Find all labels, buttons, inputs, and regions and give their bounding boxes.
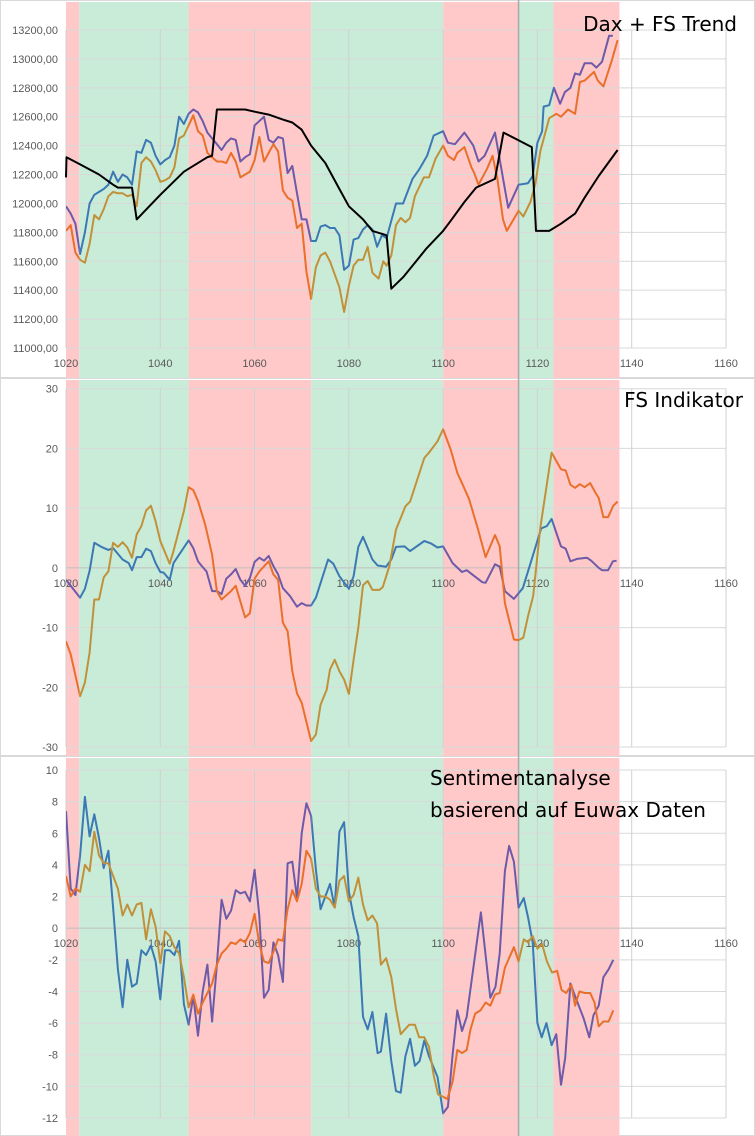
zone-band-red [443, 2, 519, 378]
x-tick-label: 1100 [431, 578, 455, 590]
y-tick-label: 12600,00 [12, 112, 58, 124]
x-tick-label: 1040 [148, 578, 172, 590]
x-tick-label: 1020 [54, 938, 78, 950]
y-tick-label: 12200,00 [12, 170, 58, 182]
zone-band-red [553, 758, 620, 1136]
y-tick-label: 12000,00 [12, 198, 58, 210]
x-tick-label: 1140 [620, 938, 644, 950]
x-tick-label: 1120 [526, 578, 550, 590]
x-tick-label: 1060 [242, 358, 266, 370]
y-tick-label: 0 [52, 563, 58, 575]
y-tick-label: 11600,00 [13, 256, 58, 268]
y-tick-label: 20 [46, 443, 58, 455]
y-tick-label: -12 [42, 1113, 58, 1125]
y-tick-label: 11200,00 [13, 314, 58, 326]
y-tick-label: 13200,00 [12, 25, 58, 37]
y-tick-label: 10 [46, 503, 58, 515]
series-line-1-green-zone [79, 428, 554, 742]
x-tick-label: 1080 [337, 358, 361, 370]
zone-band-red [66, 2, 80, 378]
x-tick-label: 1020 [54, 578, 78, 590]
x-tick-label: 1160 [714, 578, 738, 590]
x-tick-label: 1160 [714, 938, 738, 950]
panel-dax-fs-trend: 13200,00 13000,00 12800,00 12600,00 12400,00… [0, 0, 755, 378]
y-tick-label: -8 [48, 1050, 58, 1062]
y-tick-label: -10 [42, 623, 58, 635]
zone-band-red [443, 758, 519, 1136]
y-tick-label: -30 [42, 742, 58, 754]
y-tick-label: 11000,00 [13, 343, 58, 355]
series-line-trend [65, 108, 619, 290]
y-tick-label: 6 [52, 828, 58, 840]
x-tick-label: 1100 [431, 358, 455, 370]
x-tick-label: 1120 [526, 358, 550, 370]
zone-band-red [553, 2, 620, 378]
y-tick-label: 2 [52, 892, 58, 904]
chart-subtitle-sentimentanalyse: basierend auf Euwax Daten [430, 798, 706, 822]
y-tick-label: -2 [48, 955, 58, 967]
y-tick-label: 12800,00 [12, 83, 58, 95]
y-tick-label: 12400,00 [12, 141, 58, 153]
y-tick-label: -20 [42, 682, 58, 694]
y-tick-label: 11800,00 [13, 227, 58, 239]
x-tick-label: 1020 [54, 358, 78, 370]
y-tick-label: -4 [48, 986, 58, 998]
zone-band-green [311, 2, 444, 378]
x-tick-label: 1040 [148, 938, 172, 950]
zone-band-green [311, 758, 444, 1136]
zone-band-green [79, 2, 189, 378]
dax-fs-trend-chart: 13200,00 13000,00 12800,00 12600,00 12400,00… [0, 0, 755, 378]
zone-band-red [188, 758, 312, 1136]
x-tick-label: 1160 [714, 358, 738, 370]
zone-band-green [518, 2, 554, 378]
chart-title-dax-fs-trend: Dax + FS Trend [583, 12, 737, 36]
x-tick-label: 1040 [148, 358, 172, 370]
y-tick-label: 13000,00 [12, 54, 58, 66]
y-tick-label: 30 [46, 384, 58, 396]
y-tick-label: 11400,00 [13, 285, 58, 297]
panel-sentimentanalyse: 10 8 6 4 2 0 -2 -4 -6 -8 -10 -12 1020 1040 1060 1080 110… [0, 756, 755, 1136]
chart-title-sentimentanalyse: Sentimentanalyse [430, 766, 611, 790]
chart-title-fs-indikator: FS Indikator [624, 388, 743, 412]
zone-band-red [188, 2, 312, 378]
y-tick-label: 4 [52, 860, 58, 872]
panel-fs-indikator: 30 20 10 0 -10 -20 -30 1020 1040 1060 1080 1100 1120… [0, 378, 755, 756]
y-tick-label: 0 [52, 923, 58, 935]
zone-band-green [79, 758, 189, 1136]
x-tick-label: 1100 [431, 938, 455, 950]
x-tick-label: 1080 [337, 938, 361, 950]
y-tick-label: -10 [42, 1081, 58, 1093]
x-tick-label: 1140 [620, 358, 644, 370]
y-tick-label: -6 [48, 1018, 58, 1030]
y-tick-label: 10 [46, 765, 58, 777]
x-tick-label: 1140 [620, 578, 644, 590]
series-line-1-green-zone [79, 830, 554, 1100]
y-tick-label: 8 [52, 797, 58, 809]
series-line-0-green-zone [79, 795, 554, 1115]
